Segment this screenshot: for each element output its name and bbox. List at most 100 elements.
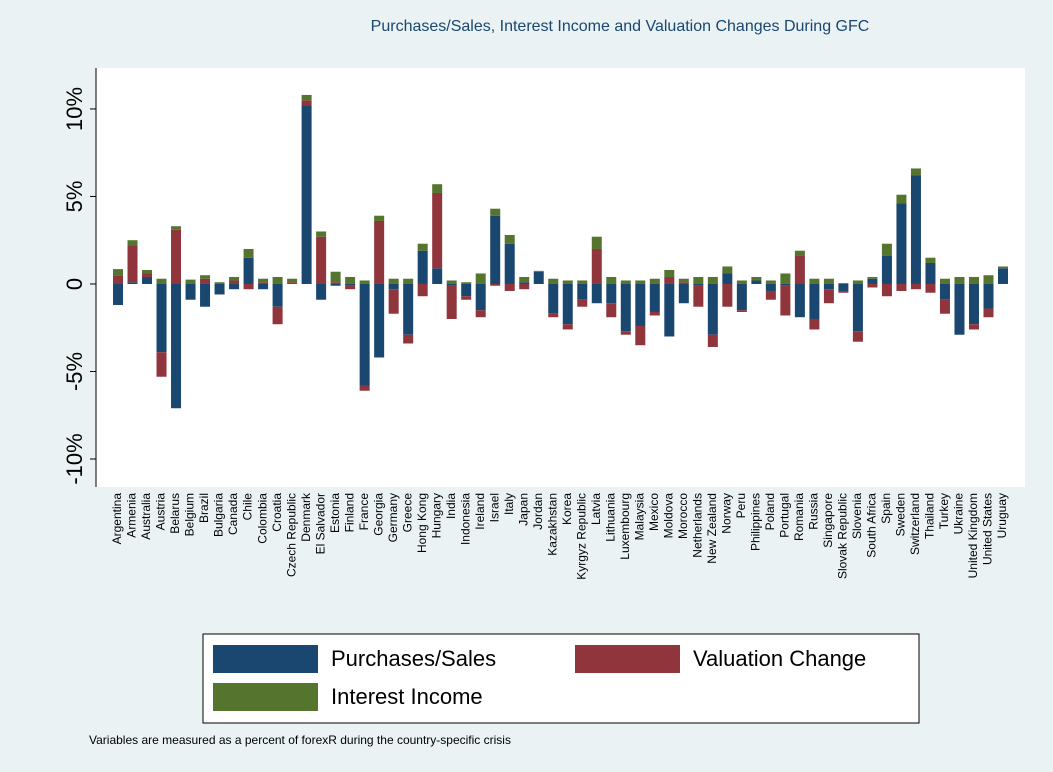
x-tick-label: Latvia <box>589 493 603 525</box>
bar-segment <box>939 299 950 314</box>
bar-segment <box>200 275 211 279</box>
x-tick-label: Portugal <box>778 493 792 538</box>
bar-segment <box>983 283 994 309</box>
x-tick-label: Luxembourg <box>618 493 632 560</box>
bar-segment <box>432 184 443 193</box>
bar-segment <box>896 194 907 204</box>
bar-segment <box>939 278 950 284</box>
bar-segment <box>983 275 994 284</box>
bar-segment <box>664 269 675 277</box>
bar-segment <box>113 275 123 284</box>
bar-segment <box>229 280 240 284</box>
bar-segment <box>968 283 979 325</box>
x-tick-label: Armenia <box>125 493 139 538</box>
bar-segment <box>838 283 849 284</box>
bar-segment <box>490 215 501 284</box>
x-tick-label: Singapore <box>821 493 835 548</box>
bar-segment <box>736 283 747 311</box>
bar-segment <box>461 282 472 284</box>
bar-segment <box>780 283 791 286</box>
bar-segment <box>214 283 225 295</box>
bar-segment <box>533 271 544 284</box>
bar-segment <box>620 331 631 335</box>
bar-segment <box>722 266 733 274</box>
bar-segment <box>635 283 646 326</box>
bar-segment <box>765 283 776 291</box>
bar-segment <box>272 306 283 325</box>
bar-segment <box>983 308 994 318</box>
x-tick-label: Slovak Republic <box>836 493 850 579</box>
bar-segment <box>490 283 501 286</box>
bar-segment <box>461 296 472 300</box>
x-tick-label: Moldova <box>661 493 675 539</box>
x-tick-label: Croatia <box>270 493 284 532</box>
bar-segment <box>258 282 269 284</box>
bar-segment <box>925 283 936 293</box>
bar-segment <box>562 283 573 325</box>
bar-segment <box>881 243 892 256</box>
bar-segment <box>794 250 805 256</box>
x-tick-label: Greece <box>400 493 414 533</box>
bar-segment <box>852 283 863 332</box>
x-tick-label: Kazakhstan <box>545 493 559 556</box>
bar-segment <box>287 282 298 284</box>
bar-segment <box>707 276 718 284</box>
x-tick-label: Philippines <box>749 493 763 551</box>
bar-segment <box>519 282 530 284</box>
bar-segment <box>432 192 443 269</box>
bar-segment <box>417 243 428 251</box>
bar-segment <box>577 283 588 300</box>
x-tick-label: Romania <box>792 493 806 541</box>
x-tick-label: Ireland <box>473 493 487 530</box>
bar-segment <box>185 279 196 284</box>
bar-segment <box>925 262 936 284</box>
bar-segment <box>577 299 588 307</box>
bar-segment <box>765 290 776 300</box>
bar-segment <box>113 283 123 305</box>
bar-segment <box>214 282 225 284</box>
x-tick-label: Denmark <box>299 492 313 542</box>
bar-segment <box>156 352 167 377</box>
bar-segment <box>156 283 167 353</box>
bar-segment <box>272 276 283 284</box>
bar-segment <box>881 283 892 297</box>
bar-segment <box>316 236 327 284</box>
y-tick-label: 0 <box>62 278 87 290</box>
bar-segment <box>475 310 486 318</box>
bar-segment <box>171 229 182 284</box>
x-tick-label: Germany <box>386 493 400 542</box>
bar-segment <box>388 283 399 290</box>
bar-segment <box>722 283 733 307</box>
bar-segment <box>809 318 820 330</box>
bar-segment <box>606 283 617 304</box>
bar-segment <box>403 278 414 284</box>
bar-segment <box>823 289 834 304</box>
x-tick-label: Kyrgyz Republic <box>574 493 588 580</box>
bar-segment <box>867 278 878 284</box>
x-tick-label: Netherlands <box>690 493 704 558</box>
x-tick-label: Morocco <box>676 493 690 539</box>
bar-segment <box>838 283 849 291</box>
x-tick-label: Malaysia <box>632 493 646 541</box>
bar-segment <box>998 266 1008 269</box>
bar-segment <box>736 310 747 312</box>
x-tick-label: Lithuania <box>603 493 617 542</box>
x-tick-label: Czech Republic <box>284 493 298 577</box>
x-tick-label: Korea <box>560 493 574 525</box>
bar-segment <box>432 268 443 284</box>
x-tick-label: India <box>444 493 458 519</box>
x-tick-label: Ukraine <box>952 493 966 535</box>
bar-segment <box>446 285 457 319</box>
y-tick-label: -10% <box>62 433 87 484</box>
x-tick-label: Switzerland <box>908 493 922 555</box>
bar-segment <box>475 273 486 284</box>
bar-segment <box>461 283 472 297</box>
bar-segment <box>664 283 675 337</box>
bar-segment <box>678 282 689 284</box>
bar-segment <box>664 276 675 284</box>
x-tick-label: Mexico <box>647 493 661 531</box>
bar-segment <box>591 283 602 304</box>
bar-segment <box>954 276 965 284</box>
bar-segment <box>301 105 312 284</box>
